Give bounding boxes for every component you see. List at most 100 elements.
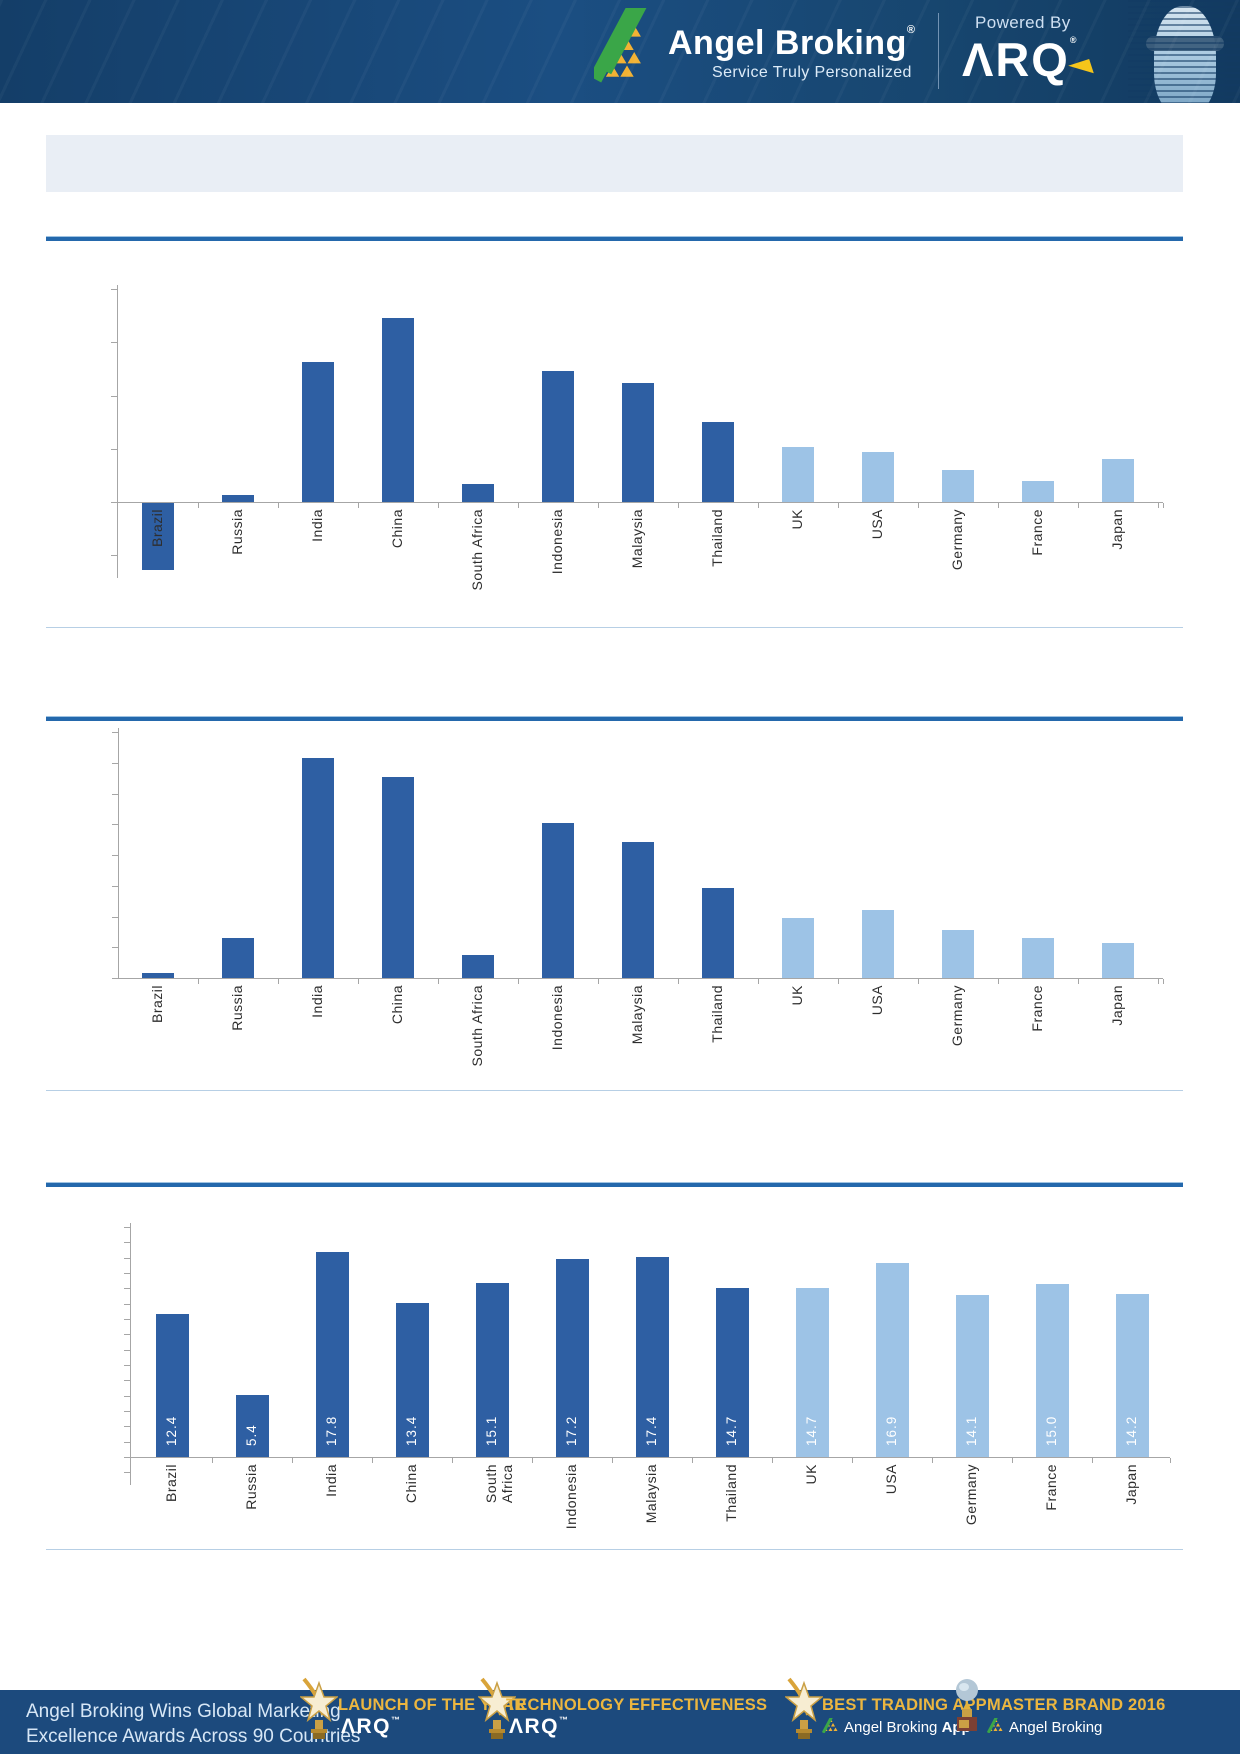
award-star-icon: [298, 1677, 340, 1744]
y-axis-tick: [124, 1350, 130, 1351]
category-label-uk: UK: [789, 985, 805, 1006]
robot-head-image: [1128, 0, 1240, 103]
bar-france: [1022, 481, 1054, 502]
category-label-japan: Japan: [1123, 1464, 1139, 1505]
bar-usa: [875, 1263, 909, 1457]
bar-brazil: [142, 503, 174, 570]
award-star-icon: [783, 1677, 825, 1744]
x-axis-tick: [198, 503, 199, 508]
bar-brazil: [142, 973, 174, 978]
x-axis-tick: [278, 503, 279, 508]
y-axis-tick: [124, 1365, 130, 1366]
category-label-france: France: [1029, 985, 1045, 1032]
bar-india: [315, 1252, 349, 1457]
bar-thailand: [702, 888, 734, 978]
category-label-france: France: [1043, 1464, 1059, 1511]
section-3-title-rule: [46, 1182, 1183, 1187]
x-axis-tick: [758, 979, 759, 984]
value-label-usa: 16.9: [884, 1415, 899, 1446]
value-label-france: 15.0: [1044, 1415, 1059, 1446]
category-label-malaysia: Malaysia: [629, 985, 645, 1045]
angel-mini-logo-icon: [986, 1716, 1004, 1737]
footer-awards-bar: Angel Broking Wins Global Marketing Exce…: [0, 1677, 1240, 1754]
bar-germany: [955, 1295, 989, 1457]
y-axis-tick: [111, 289, 117, 290]
y-axis-tick: [112, 732, 118, 733]
y-axis-tick: [112, 794, 118, 795]
y-axis-tick: [124, 1334, 130, 1335]
category-label-usa: USA: [869, 985, 885, 1016]
powered-by-label: Powered By: [975, 13, 1071, 32]
y-axis-tick: [111, 449, 117, 450]
x-axis-tick: [918, 503, 919, 508]
category-label-indonesia: Indonesia: [563, 1464, 579, 1530]
category-label-brazil: Brazil: [149, 985, 165, 1024]
x-axis-tick: [1163, 503, 1164, 508]
y-axis-tick: [124, 1227, 130, 1228]
bar-malaysia: [622, 383, 654, 502]
x-axis-tick: [358, 979, 359, 984]
award-title-launch-of-the-year: LAUNCH OF THE YEAR: [338, 1696, 527, 1714]
x-axis: [117, 502, 1163, 503]
bar-malaysia: [635, 1257, 669, 1457]
y-axis-tick: [112, 917, 118, 918]
x-axis-tick: [838, 979, 839, 984]
category-label-usa: USA: [869, 509, 885, 540]
bar-china: [382, 318, 414, 502]
x-axis-tick: [1158, 979, 1159, 984]
category-label-uk: UK: [803, 1464, 819, 1485]
category-label-germany: Germany: [949, 509, 965, 571]
bar-indonesia: [542, 371, 574, 502]
bar-india: [302, 758, 334, 978]
x-axis-tick: [532, 1458, 533, 1463]
y-axis: [118, 728, 119, 978]
category-label-japan: Japan: [1109, 509, 1125, 550]
x-axis-tick: [372, 1458, 373, 1463]
x-axis: [118, 978, 1163, 979]
category-label-germany: Germany: [949, 985, 965, 1047]
category-label-france: France: [1029, 509, 1045, 556]
x-axis-tick: [1158, 503, 1159, 508]
award-title-master-brand-2016: MASTER BRAND 2016: [987, 1696, 1166, 1714]
bar-uk: [795, 1288, 829, 1457]
category-label-south-africa: South Africa: [469, 985, 485, 1067]
bar-germany: [942, 470, 974, 502]
bar-brazil: [155, 1314, 189, 1457]
y-axis-tick: [124, 1457, 130, 1458]
category-label-china: China: [389, 985, 405, 1025]
y-axis-tick: [124, 1396, 130, 1397]
bar-south-africa: [475, 1283, 509, 1457]
x-axis-tick: [998, 979, 999, 984]
bar-russia: [222, 495, 254, 502]
value-label-japan: 14.2: [1124, 1415, 1139, 1446]
x-axis-tick: [1170, 1458, 1171, 1463]
value-label-south-africa: 15.1: [484, 1415, 499, 1446]
x-axis-tick: [212, 1458, 213, 1463]
value-label-thailand: 14.7: [724, 1415, 739, 1446]
x-axis-tick: [1078, 503, 1079, 508]
y-axis-tick: [112, 763, 118, 764]
y-axis-tick: [112, 947, 118, 948]
bar-china: [382, 777, 414, 978]
category-label-india: India: [309, 985, 325, 1018]
y-axis: [117, 285, 118, 578]
category-label-indonesia: Indonesia: [549, 509, 565, 575]
x-axis-tick: [758, 503, 759, 508]
title-banner: [46, 135, 1183, 192]
brand-tagline: Service Truly Personalized: [712, 64, 912, 81]
x-axis-tick: [932, 1458, 933, 1463]
category-label-china: China: [403, 1464, 419, 1504]
section-2-bottom-rule: [46, 1090, 1183, 1091]
value-label-germany: 14.1: [964, 1415, 979, 1446]
bar-malaysia: [622, 842, 654, 978]
x-axis-tick: [438, 979, 439, 984]
x-axis-tick: [838, 503, 839, 508]
value-label-india: 17.8: [324, 1415, 339, 1446]
header-banner: Angel Broking® Service Truly Personalize…: [0, 0, 1240, 103]
y-axis-tick: [112, 886, 118, 887]
bar-uk: [782, 447, 814, 502]
value-label-china: 13.4: [404, 1415, 419, 1446]
brand-registered-mark: ®: [906, 24, 916, 36]
